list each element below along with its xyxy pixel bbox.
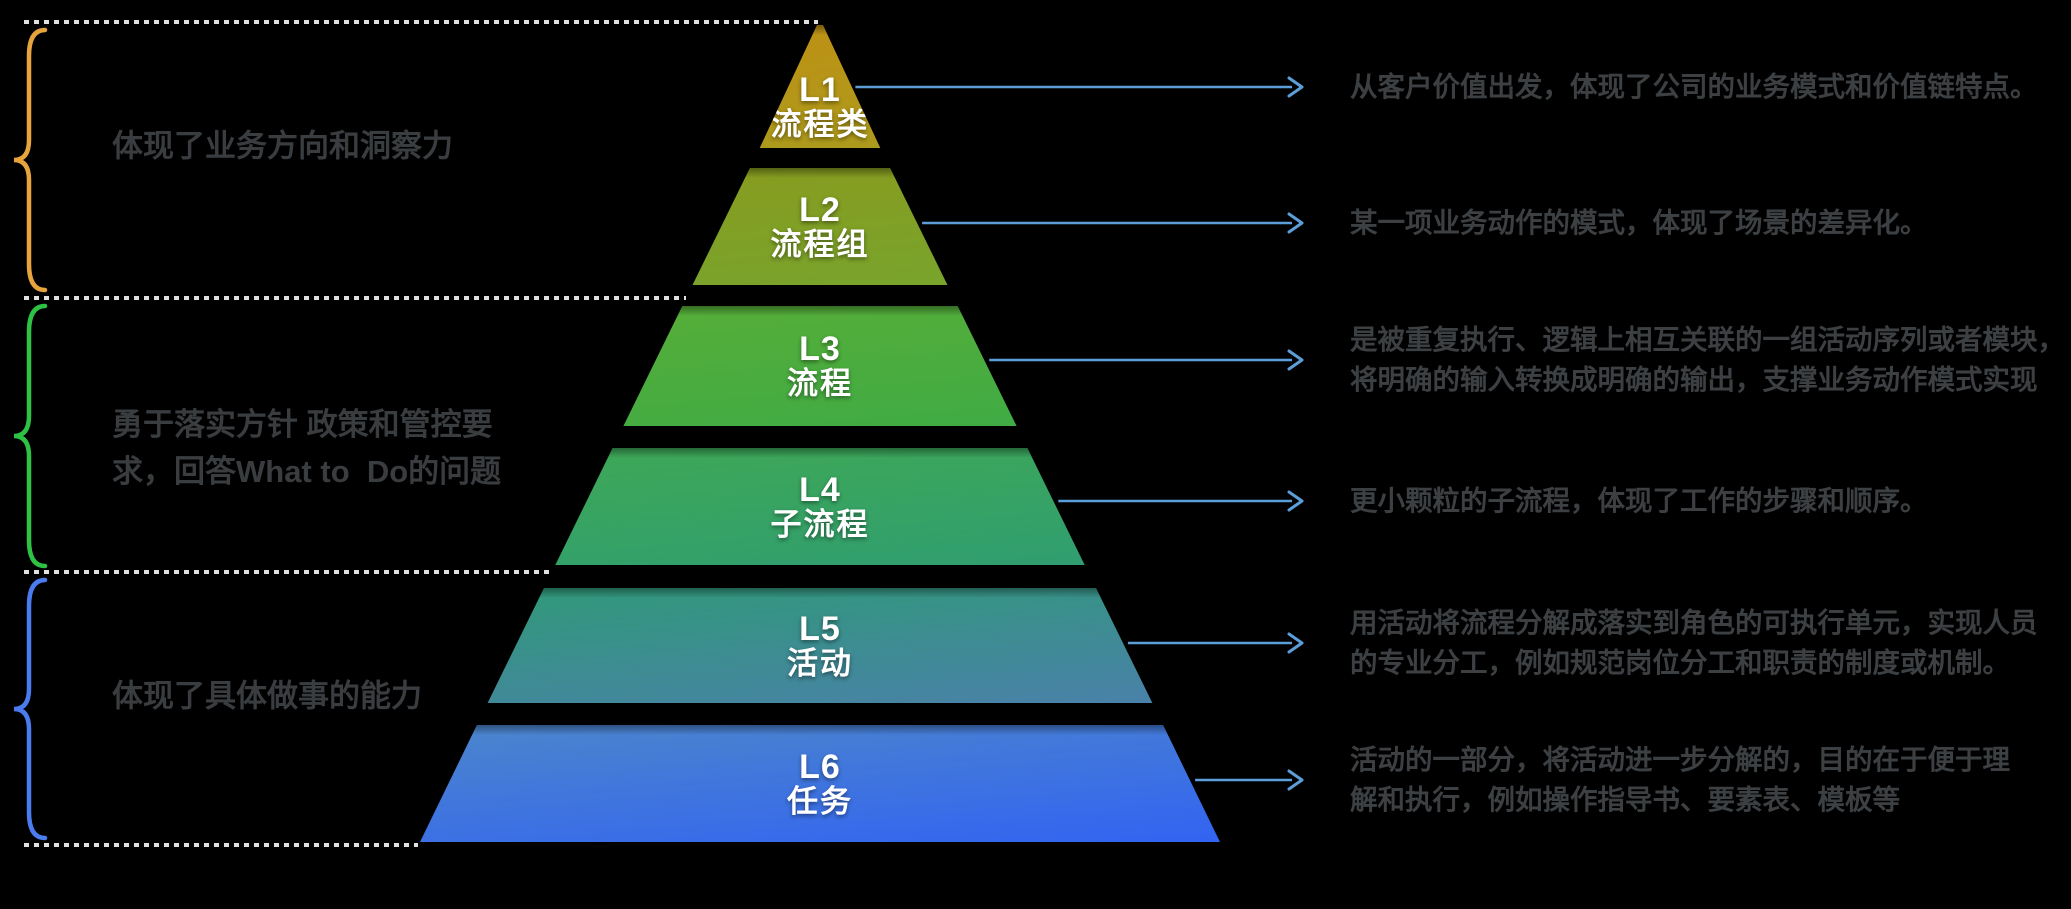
pyramid: L1 流程类 L2 流程组 L3 流程 L4 子流程 L5 活动 L6 任务 <box>420 25 1220 842</box>
level-name: 子流程 <box>770 506 870 542</box>
level-code: L6 <box>799 747 841 786</box>
dotted-separator <box>24 296 686 300</box>
dotted-separator <box>24 20 818 24</box>
level-code: L2 <box>799 190 841 229</box>
level-code: L4 <box>799 470 841 509</box>
pyramid-level-l2: L2 流程组 <box>692 168 948 285</box>
dotted-separator <box>24 843 418 847</box>
level-description: 从客户价值出发，体现了公司的业务模式和价值链特点。 <box>1350 71 2038 102</box>
pyramid-level-l3: L3 流程 <box>623 306 1017 426</box>
group-label: 勇于落实方针 政策和管控要 求，回答What to Do的问题 <box>112 407 502 489</box>
brace <box>13 303 48 569</box>
level-name: 活动 <box>787 645 853 681</box>
level-name: 流程组 <box>770 226 870 262</box>
level-description: 是被重复执行、逻辑上相互关联的一组活动序列或者模块， 将明确的输入转换成明确的输… <box>1350 324 2065 395</box>
level-name: 流程 <box>787 366 853 401</box>
level-name: 流程类 <box>770 107 870 142</box>
level-code: L1 <box>799 71 841 109</box>
level-description: 用活动将流程分解成落实到角色的可执行单元，实现人员 的专业分工，例如规范岗位分工… <box>1350 607 2038 678</box>
pyramid-level-l6: L6 任务 <box>420 725 1220 842</box>
level-description: 活动的一部分，将活动进一步分解的，目的在于便于理 解和执行，例如操作指导书、要素… <box>1350 744 2010 815</box>
level-code: L5 <box>799 609 841 648</box>
group-label: 体现了业务方向和洞察力 <box>112 128 453 164</box>
dotted-separator <box>24 570 552 574</box>
level-description: 更小颗粒的子流程，体现了工作的步骤和顺序。 <box>1350 485 1928 516</box>
level-code: L3 <box>799 330 841 368</box>
level-description: 某一项业务动作的模式，体现了场景的差异化。 <box>1350 207 1928 238</box>
brace <box>13 27 48 293</box>
brace <box>13 577 48 841</box>
pyramid-level-l4: L4 子流程 <box>555 448 1085 565</box>
pyramid-level-l5: L5 活动 <box>487 588 1153 703</box>
level-name: 任务 <box>787 783 853 819</box>
pyramid-level-l1: L1 流程类 <box>759 25 881 148</box>
group-label: 体现了具体做事的能力 <box>112 678 422 714</box>
